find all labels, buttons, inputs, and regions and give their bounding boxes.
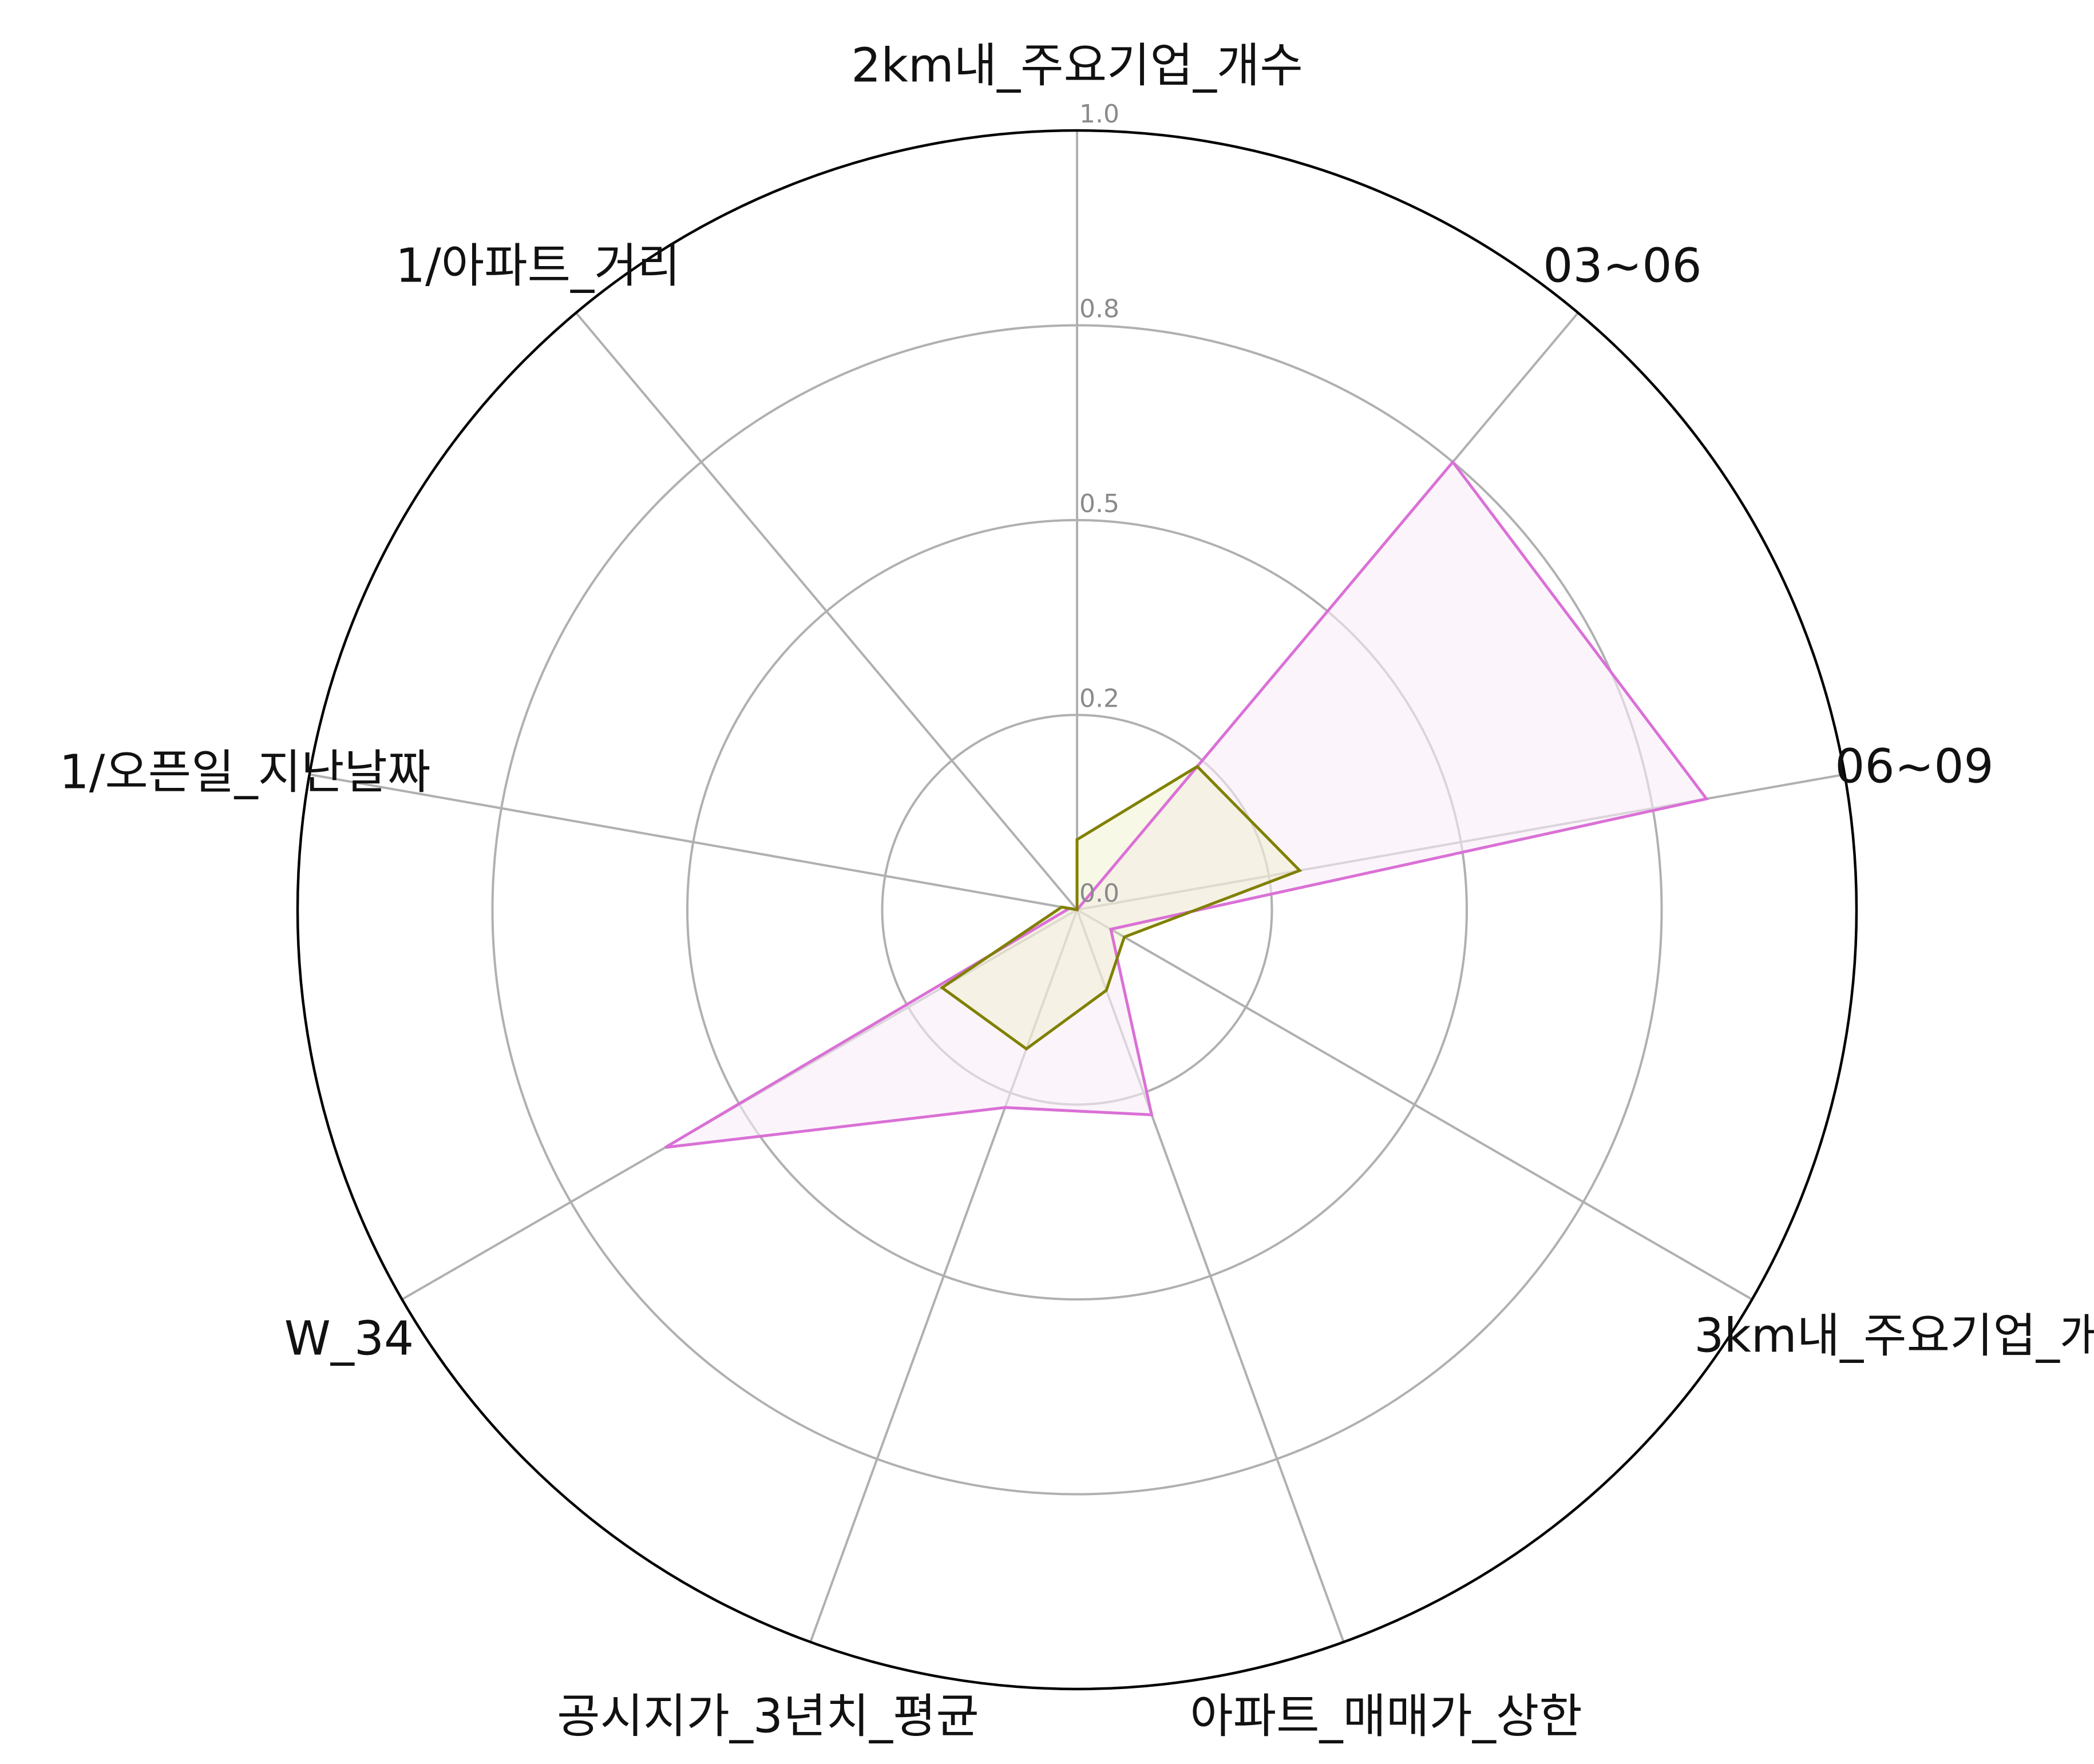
radial-tick-label: 0.5 xyxy=(1079,489,1119,518)
axis-label-1: 03~06 xyxy=(1543,239,1701,293)
axis-label-8: 1/아파트_거리 xyxy=(395,239,680,293)
spoke-line-8 xyxy=(575,312,1078,911)
spoke-line-3 xyxy=(1076,909,1753,1301)
series-area-0 xyxy=(665,462,1707,1148)
radial-tick-label: 1.0 xyxy=(1079,100,1119,129)
spoke-line-7 xyxy=(309,773,1078,911)
label-layer: 2km내_주요기업_개수 03~06 06~09 3km내_주요기업_개수아파트_매매… xyxy=(60,38,2094,1743)
axis-label-2: 06~09 xyxy=(1835,739,1993,794)
outer-frame xyxy=(296,129,1858,1691)
series-line-0 xyxy=(664,459,1709,1149)
axis-label-7: 1/오픈일_지난날짜 xyxy=(60,745,431,799)
axis-label-0: 2km내_주요기업_개수 xyxy=(851,38,1303,93)
series-layer xyxy=(664,459,1709,1149)
axis-label-3: 3km내_주요기업_개수 xyxy=(1694,1309,2094,1363)
radial-tick-label: 0.0 xyxy=(1079,879,1119,908)
axis-label-6: W_34 xyxy=(284,1311,414,1366)
tick-layer: 0.0 0.2 0.5 0.8 1.0 xyxy=(1079,100,1119,908)
series-area-1 xyxy=(942,766,1300,1049)
axis-label-4: 아파트_매매가_상한 xyxy=(1190,1689,1582,1743)
axis-label-5: 공시지가_3년치_평균 xyxy=(557,1689,979,1743)
series-line-1 xyxy=(939,764,1303,1051)
radial-tick-label: 0.8 xyxy=(1079,295,1119,324)
radial-tick-label: 0.2 xyxy=(1079,684,1119,713)
